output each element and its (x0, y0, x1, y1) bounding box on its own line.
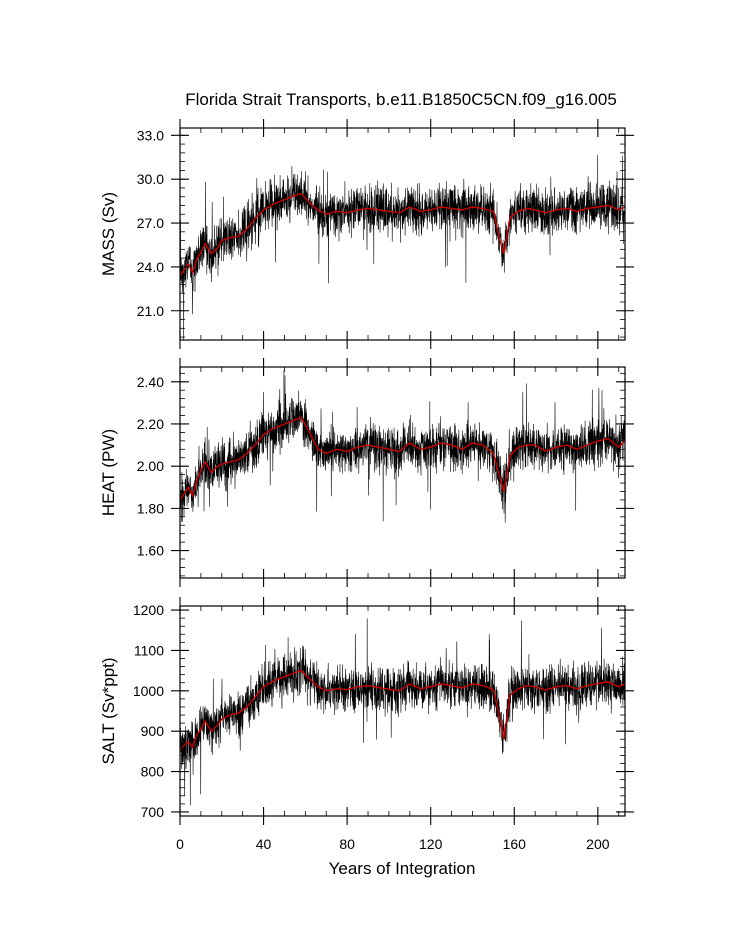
y-tick-label: 27.0 (137, 215, 164, 231)
x-tick-label: 200 (586, 836, 610, 852)
y-tick-label: 800 (141, 764, 165, 780)
panels: 21.0 24.0 27.0 30.0 33.0 MASS (Sv) 1.60 1.80 2.0… (99, 119, 634, 852)
x-tick-label: 80 (339, 836, 355, 852)
monthly-series-line (180, 154, 625, 340)
plot-frame (179, 127, 626, 341)
y-tick-label: 1100 (134, 642, 164, 658)
y-tick-label: 33.0 (137, 127, 164, 143)
y-tick-label: 1.60 (137, 543, 164, 559)
y-tick-label: 900 (141, 723, 165, 739)
y-tick-label: 1000 (133, 683, 164, 699)
plot-frame (179, 605, 626, 817)
x-tick-label: 40 (256, 836, 272, 852)
y-tick-label: 1.80 (137, 500, 164, 516)
y-tick-label: 21.0 (137, 303, 164, 319)
x-tick-label: 160 (503, 836, 527, 852)
panel-heat: 1.60 1.80 2.00 2.20 2.40 HEAT (PW) (99, 358, 634, 587)
panel-mass: 21.0 24.0 27.0 30.0 33.0 MASS (Sv) (99, 119, 634, 349)
y-tick-label: 1200 (133, 602, 164, 618)
y-axis-title: MASS (Sv) (99, 192, 118, 276)
annual-mean-series-line (180, 669, 625, 750)
annual-mean-series-line (180, 416, 625, 501)
x-tick-label: 120 (419, 836, 443, 852)
plot-frame (179, 366, 626, 579)
annual-mean-series-line (180, 193, 625, 277)
y-tick-label: 2.40 (137, 374, 164, 390)
y-tick-label: 700 (141, 804, 165, 820)
panel-salt: 700 800 900 1000 1100 1200 0 40 80 120 160 200 SALT … (99, 597, 634, 852)
y-axis-title: SALT (Sv*ppt) (99, 657, 118, 764)
x-axis-title: Years of Integration (329, 859, 476, 878)
y-tick-label: 2.20 (137, 416, 164, 432)
y-tick-label: 24.0 (137, 259, 164, 275)
y-tick-label: 30.0 (137, 171, 164, 187)
y-axis-title: HEAT (PW) (99, 429, 118, 516)
y-tick-label: 2.00 (137, 458, 164, 474)
monthly-series-line (180, 618, 625, 806)
figure-title: Florida Strait Transports, b.e11.B1850C5… (185, 90, 617, 109)
x-tick-label: 0 (176, 836, 184, 852)
